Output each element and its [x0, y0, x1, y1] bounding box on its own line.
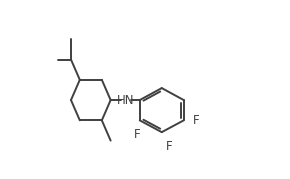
- Text: F: F: [134, 128, 140, 141]
- Text: F: F: [193, 114, 200, 127]
- Text: F: F: [166, 140, 173, 153]
- Text: HN: HN: [117, 94, 134, 107]
